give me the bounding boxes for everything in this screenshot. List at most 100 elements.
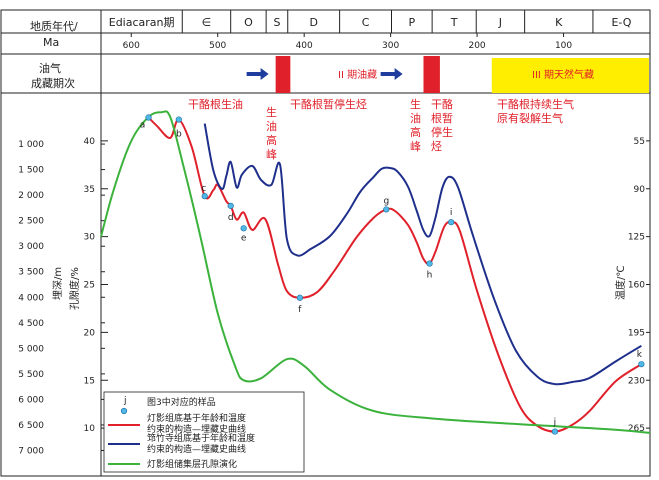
sample-point-b xyxy=(175,116,182,123)
legend-blue-text-1: 筇竹寺组底基于年龄和温度 xyxy=(147,432,255,444)
sample-label-k: k xyxy=(637,350,643,360)
period-label: S xyxy=(273,16,280,29)
legend-green-text: 灯影组储集层孔隙演化 xyxy=(147,458,237,470)
svg-text:高: 高 xyxy=(266,133,277,147)
period-label: O xyxy=(244,16,253,29)
temperature-tick-label: 90 xyxy=(634,185,646,195)
sample-label-c: c xyxy=(201,184,206,194)
svg-text:峰: 峰 xyxy=(410,140,421,153)
annotation-cracking-gas: 原有裂解生气 xyxy=(497,111,563,125)
period-label: Ediacaran期 xyxy=(109,16,175,29)
age-tick-label: 200 xyxy=(468,41,485,51)
age-tick-label: 500 xyxy=(209,41,226,51)
annotation-kerogen-pause-2: 干酪 根暂 停生 烃 xyxy=(431,98,453,153)
sample-label-e: e xyxy=(241,233,247,243)
temperature-tick-label: 195 xyxy=(628,328,645,338)
oil-peak-bar xyxy=(423,56,440,93)
legend-box xyxy=(103,391,305,473)
temperature-tick-label: 125 xyxy=(628,233,645,243)
legend-blue-text-2: 约束的构造—埋藏史曲线 xyxy=(147,443,246,455)
depth-tick-label: 5 500 xyxy=(18,370,44,380)
stage-III-label: III 期天然气藏 xyxy=(532,68,594,81)
age-tick-label: 600 xyxy=(123,41,140,51)
depth-tick-label: 5 000 xyxy=(18,344,44,354)
sample-point-a xyxy=(145,114,152,121)
depth-tick-label: 2 500 xyxy=(18,217,44,227)
sample-point-g xyxy=(383,206,390,213)
svg-text:根暂: 根暂 xyxy=(431,111,453,125)
period-label: P xyxy=(408,16,415,29)
depth-tick-label: 7 000 xyxy=(18,446,44,456)
series-line-blue xyxy=(203,123,642,386)
header-stage-label: 油气 xyxy=(39,61,61,75)
sample-label-a: a xyxy=(140,121,146,131)
sample-point-d xyxy=(227,202,234,209)
svg-text:高: 高 xyxy=(410,125,421,139)
temperature-tick-label: 160 xyxy=(628,281,645,291)
series-line-red xyxy=(147,116,642,433)
sample-point-i xyxy=(448,219,455,226)
series-line-green xyxy=(100,110,651,434)
legend-sample-text: 图3中对应的样品 xyxy=(147,396,216,408)
depth-tick-label: 4 000 xyxy=(18,293,44,303)
period-label: T xyxy=(450,16,458,29)
annotation-oil-peak-2: 生 油 高 峰 xyxy=(410,97,421,153)
depth-tick-label: 4 500 xyxy=(18,319,44,329)
temperature-tick-label: 55 xyxy=(634,137,645,147)
sample-point-h xyxy=(426,260,433,267)
annotation-kerogen-pause: 干酪根暂停生烃 xyxy=(290,97,367,111)
stage-arrow-icon xyxy=(380,68,403,80)
sample-label-g: g xyxy=(383,196,389,206)
sample-label-i: i xyxy=(450,208,453,218)
period-label: E-Q xyxy=(611,16,631,29)
header-age-unit: Ma xyxy=(43,36,59,49)
svg-text:油: 油 xyxy=(266,119,277,133)
legend-sample-marker xyxy=(120,407,128,415)
temperature-tick-label: 230 xyxy=(628,376,645,386)
temperature-tick-label: 265 xyxy=(628,424,645,434)
age-tick-label: 100 xyxy=(555,41,572,51)
sample-label-j: j xyxy=(553,418,557,428)
depth-tick-label: 1 500 xyxy=(18,166,44,176)
annotation-oil-peak-1: 生 油 高 峰 xyxy=(266,105,277,161)
age-tick-label: 400 xyxy=(296,41,313,51)
stage-II-label: II 期油藏 xyxy=(338,68,377,81)
period-label: D xyxy=(309,16,317,29)
svg-text:生: 生 xyxy=(266,105,277,119)
porosity-tick-label: 10 xyxy=(84,424,96,434)
porosity-tick-label: 20 xyxy=(84,328,96,338)
period-label: K xyxy=(555,16,563,29)
porosity-tick-label: 35 xyxy=(84,185,95,195)
sample-point-j xyxy=(551,428,558,435)
depth-tick-label: 6 000 xyxy=(18,395,44,405)
depth-axis-label: 埋深/m xyxy=(52,267,64,300)
sample-label-f: f xyxy=(298,305,302,315)
legend-sample-symbol-label: j xyxy=(123,396,127,406)
sample-point-f xyxy=(296,294,303,301)
legend: j 图3中对应的样品 灯影组底基于年龄和温度 约束的构造—埋藏史曲线 筇竹寺组底… xyxy=(103,391,305,473)
svg-text:生: 生 xyxy=(410,97,421,111)
period-label: ∈ xyxy=(202,16,212,29)
header-stage-label-2: 成藏期次 xyxy=(31,76,75,90)
sample-label-d: d xyxy=(228,213,234,223)
sample-label-h: h xyxy=(427,271,433,281)
depth-tick-label: 3 500 xyxy=(18,268,44,278)
svg-text:烃: 烃 xyxy=(431,140,442,153)
depth-tick-label: 2 000 xyxy=(18,191,44,201)
sample-point-k xyxy=(638,361,645,368)
porosity-axis-label: 孔隙度/% xyxy=(68,267,81,310)
oil-peak-bar xyxy=(275,56,291,93)
svg-text:峰: 峰 xyxy=(266,148,277,161)
legend-red-text-2: 约束的构造—埋藏史曲线 xyxy=(147,423,246,435)
porosity-tick-label: 40 xyxy=(84,137,96,147)
porosity-tick-label: 15 xyxy=(84,376,95,386)
svg-text:油: 油 xyxy=(410,111,421,125)
depth-tick-label: 3 000 xyxy=(18,242,44,252)
temperature-axis-label: 温度/℃ xyxy=(614,265,627,300)
age-tick-label: 300 xyxy=(382,41,399,51)
svg-text:干酪: 干酪 xyxy=(431,98,453,111)
legend-red-text-1: 灯影组底基于年龄和温度 xyxy=(147,412,246,424)
svg-text:停生: 停生 xyxy=(431,125,453,139)
annotation-kerogen-gas: 干酪根持续生气 xyxy=(497,97,574,111)
depth-tick-label: 1 000 xyxy=(18,140,44,150)
